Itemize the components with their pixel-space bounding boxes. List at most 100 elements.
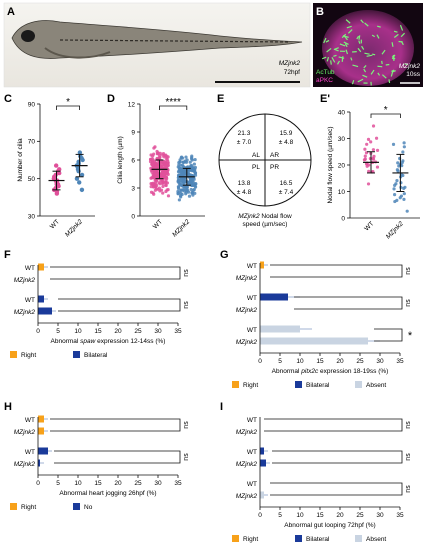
data-point	[393, 193, 397, 197]
scatter-chart-c: C 30 50 70 90 Number of cilia WT MZjnk2 *	[4, 93, 95, 238]
y-axis-label: Number of cilia	[17, 138, 24, 182]
panel-a-caption-1: MZjnk2	[279, 60, 301, 67]
data-point	[162, 163, 167, 167]
x-tick-label: 5	[278, 358, 282, 365]
significance-bracket	[50, 418, 181, 432]
legend-label: Bilateral	[306, 382, 330, 389]
cilium-mark	[363, 68, 367, 73]
legend-label: Absent	[366, 382, 386, 389]
cilium-mark	[358, 35, 361, 40]
stain-actub-label: AcTub	[316, 69, 335, 76]
row-label: MZjnk2	[236, 493, 258, 500]
data-point	[371, 169, 375, 174]
data-point	[164, 183, 168, 188]
data-point	[396, 161, 400, 165]
data-point	[163, 153, 167, 158]
panel-b-label: B	[316, 6, 324, 18]
quadrant-ar-label: AR	[270, 152, 279, 159]
x-tick-label: 25	[134, 328, 142, 335]
legend-swatch	[295, 535, 302, 542]
bar-chart-g: G WT MZjnk2 ns WT MZjnk2 ns WT MZjnk2 * 0 5 10 15 20 25…	[220, 249, 413, 389]
data-point	[159, 178, 163, 182]
data-point	[363, 154, 367, 158]
data-point	[79, 187, 85, 193]
significance-label: ns	[183, 269, 190, 277]
panel-e-diagram: E AL AR PL PR 21.3 ± 7.0 15.9 ± 4.8 13.8…	[217, 93, 312, 228]
bar-chart-h: H WT MZjnk2 ns WT MZjnk2 ns 0 5 10 15 20 25 30 35 Abnor…	[4, 401, 190, 511]
data-point	[152, 146, 156, 150]
data-point	[366, 182, 371, 186]
panel-b: B AcTub aPKC MZjnk2 10ss	[313, 3, 423, 87]
cilium-mark	[400, 40, 404, 46]
cilium-mark	[381, 74, 387, 79]
cilium-mark	[330, 60, 332, 65]
quadrant-pl-mean: 13.8	[238, 180, 251, 187]
data-point	[375, 148, 380, 153]
y-tick-label: 9	[131, 129, 135, 136]
bar	[38, 447, 48, 455]
row-label: WT	[247, 295, 257, 302]
bar	[260, 293, 288, 301]
data-point	[157, 186, 162, 190]
cilium-mark	[356, 35, 360, 40]
bar	[38, 459, 40, 467]
data-point	[362, 158, 367, 162]
data-point	[400, 163, 404, 168]
data-point	[188, 165, 193, 169]
legend-swatch	[232, 381, 239, 388]
cilium-mark	[325, 39, 330, 43]
significance-label: *	[408, 330, 413, 342]
y-tick-label: 3	[131, 185, 135, 192]
x-tick-label: 5	[56, 480, 60, 487]
y-axis-label: Cilia length (µm)	[117, 136, 124, 183]
data-point	[182, 168, 186, 172]
data-point	[161, 184, 165, 189]
data-point	[391, 142, 396, 146]
cilium-mark	[342, 35, 349, 38]
stain-apkc-label: aPKC	[316, 77, 333, 84]
legend-label: Right	[243, 382, 258, 389]
x-tick-label: 35	[396, 358, 404, 365]
data-point	[188, 183, 192, 187]
data-point	[190, 157, 194, 161]
data-point	[179, 167, 183, 171]
data-point	[151, 154, 155, 158]
larva-eye	[21, 30, 35, 42]
data-point	[180, 188, 184, 192]
x-tick-label: 0	[36, 328, 40, 335]
panel-label: G	[220, 249, 229, 261]
row-label: MZjnk2	[14, 309, 36, 316]
data-point	[158, 189, 162, 193]
data-point	[179, 195, 183, 199]
data-point	[161, 191, 165, 195]
significance-label: ns	[405, 267, 412, 275]
data-point	[149, 185, 153, 189]
data-point	[153, 176, 158, 181]
cilium-mark	[364, 22, 369, 27]
cilium-mark	[393, 33, 399, 39]
legend-label: Right	[21, 352, 36, 359]
row-label: WT	[247, 481, 257, 488]
bar	[260, 325, 300, 333]
data-point	[402, 197, 406, 202]
x-tick-label: 20	[114, 328, 122, 335]
bar-chart-f: F WT MZjnk2 ns WT MZjnk2 ns 0 5 10 15 20 25 30 35 Abnor…	[4, 249, 190, 359]
panel-label: I	[220, 401, 223, 413]
x-tick-label: 10	[296, 358, 304, 365]
x-tick-label: 15	[316, 512, 324, 519]
data-point	[158, 182, 162, 186]
y-tick-label: 0	[341, 215, 345, 222]
x-tick-label: 30	[154, 480, 162, 487]
kupffers-vesicle-image	[322, 10, 414, 86]
bar	[38, 427, 44, 435]
row-label: WT	[25, 449, 35, 456]
x-tick-label: 20	[336, 358, 344, 365]
data-point	[182, 172, 187, 176]
x-tick-label: WT	[152, 218, 164, 230]
legend-swatch	[355, 535, 362, 542]
data-point	[165, 162, 169, 166]
row-label: MZjnk2	[236, 429, 258, 436]
cilium-mark	[336, 60, 340, 65]
significance-bracket	[50, 266, 181, 280]
